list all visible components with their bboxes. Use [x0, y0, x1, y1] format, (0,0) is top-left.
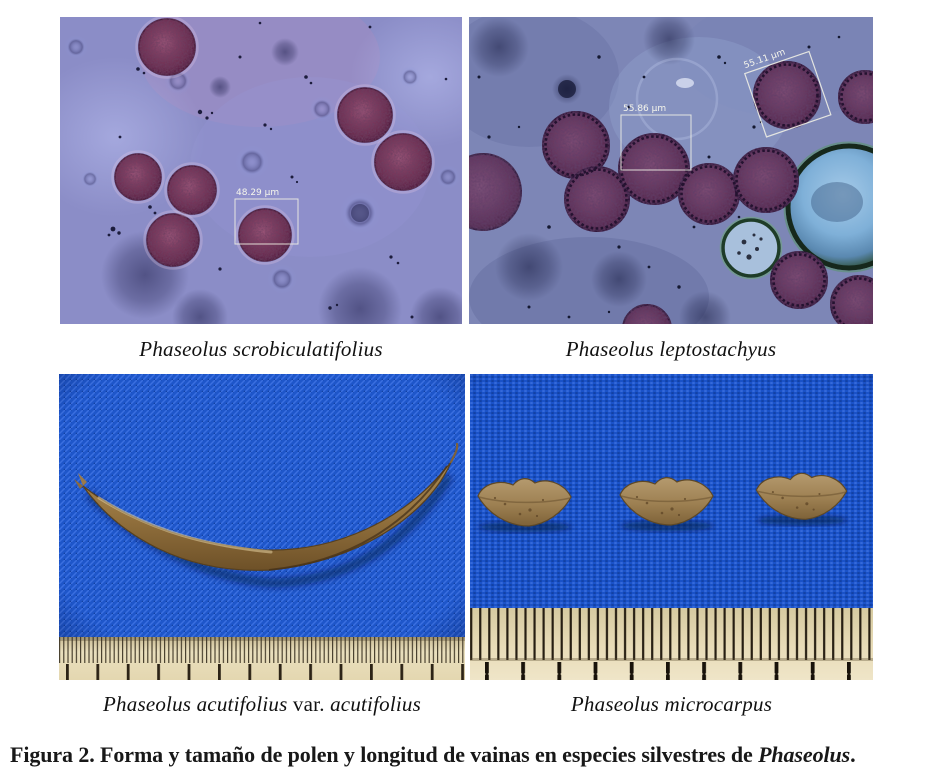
caption-genus: Phaseolus: [758, 742, 851, 767]
caption-period: .: [850, 742, 856, 767]
figure-caption: Figura 2. Forma y tamaño de polen y long…: [10, 742, 930, 768]
background-blur-spots: [469, 17, 731, 324]
panel-image-pollen-leptostachyus: 55.86 μm 55.11 μm: [469, 17, 873, 324]
pollen-grains: [114, 18, 432, 267]
measurement-box-1: [620, 114, 692, 171]
pod-valves: [478, 473, 848, 532]
background-blur-spots: [64, 35, 462, 324]
pod-photo-2: [470, 374, 873, 680]
bean-pod: [74, 442, 459, 588]
measurement-annotation-1: 55.86 μm: [620, 104, 692, 171]
panel-label-leptostachyus: Phaseolus leptostachyus: [565, 337, 777, 361]
panel-label-acutifolius: Phaseolus acutifolius var. acutifolius: [103, 692, 421, 716]
caption-text: Forma y tamaño de polen y longitud de va…: [94, 742, 759, 767]
measurement-annotation: 48.29 μm: [234, 188, 299, 245]
ruler-cm-ticks: [59, 664, 465, 680]
panel-image-pollen-scrobiculatifolius: 48.29 μm: [60, 17, 462, 324]
panel-label-scrobiculatifolius: Phaseolus scrobiculatifolius: [139, 337, 383, 361]
pollen-grains: [469, 61, 873, 324]
ruler-mm-ticks: [470, 608, 873, 660]
ruler-mm-ticks: [59, 637, 465, 663]
panel-label-microcarpus: Phaseolus microcarpus: [570, 692, 773, 716]
measurement-box-2: [743, 50, 832, 138]
pollen-micrograph-1: 48.29 μm: [60, 17, 462, 324]
pollen-grain-halos: [111, 17, 435, 270]
pod-photo-1: [59, 374, 465, 680]
ruler-cm-ticks: [470, 662, 873, 680]
panel-image-pod-microcarpus: [470, 374, 873, 680]
panel-image-pod-acutifolius: [59, 374, 465, 680]
measurement-box: [234, 198, 299, 245]
glass-bubbles: [719, 141, 873, 280]
ruler: [59, 637, 465, 680]
measurement-label: 48.29 μm: [236, 188, 279, 198]
pollen-micrograph-2: 55.86 μm 55.11 μm: [469, 17, 873, 324]
measurement-label-1: 55.86 μm: [623, 104, 666, 114]
figure-number: Figura 2.: [10, 742, 95, 767]
ruler: [470, 608, 873, 680]
